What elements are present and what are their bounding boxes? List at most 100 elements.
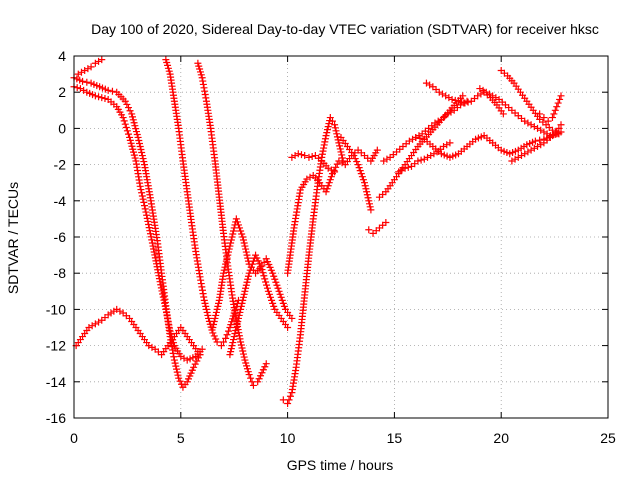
data-point (239, 296, 247, 304)
data-point-fill (336, 142, 344, 150)
data-point-fill (126, 107, 134, 115)
data-point-fill (383, 155, 391, 163)
data-point-fill (133, 131, 141, 139)
data-point-fill (263, 284, 271, 292)
data-point (258, 266, 266, 274)
data-point (367, 206, 375, 214)
series-sat-l (337, 133, 375, 214)
data-point (232, 215, 240, 223)
data-point-fill (323, 126, 331, 134)
data-point-fill (80, 86, 88, 94)
y-tick-label: -12 (46, 338, 66, 354)
data-point-fill (333, 130, 341, 138)
data-point-fill (146, 227, 154, 235)
data-point-fill (224, 251, 232, 259)
y-tick-label: -4 (54, 193, 67, 209)
data-point-fill (328, 117, 336, 125)
data-point (91, 59, 99, 67)
data-point-fill (244, 254, 252, 262)
data-point (373, 146, 381, 154)
data-point-fill (194, 354, 202, 362)
data-point-fill (235, 311, 243, 319)
data-point-fill (173, 365, 181, 373)
data-point (198, 345, 206, 353)
data-point-fill (77, 68, 85, 76)
data-point-fill (324, 182, 332, 190)
data-point-fill (255, 375, 263, 383)
data-point-fill (235, 332, 243, 340)
data-point-fill (130, 119, 138, 127)
data-point (275, 287, 283, 295)
data-point-fill (333, 133, 341, 141)
data-point (412, 133, 420, 141)
data-point (294, 150, 302, 158)
data-point-fill (537, 126, 545, 134)
data-point-fill (244, 272, 252, 280)
data-point-fill (246, 266, 254, 274)
data-point-fill (270, 302, 278, 310)
data-point (446, 139, 454, 147)
data-point-fill (269, 299, 277, 307)
series-sat-u (508, 121, 565, 165)
data-point-fill (517, 152, 525, 160)
data-point (134, 133, 142, 141)
data-point-fill (364, 194, 372, 202)
data-point (553, 103, 561, 111)
data-point-fill (176, 377, 184, 385)
data-point-fill (530, 123, 538, 131)
data-point-fill (551, 106, 559, 114)
data-point-fill (358, 173, 366, 181)
data-point-fill (202, 94, 210, 102)
data-point-fill (511, 155, 519, 163)
plot-frame (73, 55, 609, 419)
series-sat-g (209, 215, 296, 331)
data-point-fill (332, 163, 340, 171)
data-point-fill (172, 362, 180, 370)
data-point-fill (210, 317, 218, 325)
data-point-fill (200, 84, 208, 92)
data-point (557, 92, 565, 100)
data-point (284, 400, 292, 408)
data-point (461, 99, 469, 107)
data-point-fill (321, 138, 329, 146)
data-point-fill (247, 374, 255, 382)
data-point-fill (229, 227, 237, 235)
data-point (331, 121, 339, 129)
series-sat-c (72, 305, 204, 359)
data-point-fill (262, 278, 270, 286)
data-point (301, 152, 309, 160)
data-point-fill (211, 314, 219, 322)
data-point-fill (234, 221, 242, 229)
y-tick-label: -6 (54, 229, 67, 245)
data-point-fill (141, 205, 149, 213)
data-point-fill (233, 218, 241, 226)
data-point-fill (236, 335, 244, 343)
data-point-fill (325, 179, 333, 187)
data-point-fill (198, 283, 206, 291)
data-point-fill (136, 139, 144, 147)
data-point-fill (120, 117, 128, 125)
data-point-fill (318, 150, 326, 158)
data-point-fill (237, 302, 245, 310)
data-points (70, 56, 565, 408)
data-point-fill (243, 278, 251, 286)
data-point-fill (242, 248, 250, 256)
data-point-fill (108, 87, 116, 95)
data-point-fill (365, 197, 373, 205)
data-point-fill (276, 290, 284, 298)
x-tick-label: 5 (177, 430, 185, 446)
data-point-fill (555, 124, 563, 132)
data-point (198, 74, 206, 82)
data-point-fill (204, 311, 212, 319)
data-point (459, 92, 467, 100)
data-point-fill (409, 135, 417, 143)
data-point-fill (274, 284, 282, 292)
data-point-fill (306, 173, 314, 181)
data-point-fill (128, 113, 136, 121)
data-point-fill (237, 227, 245, 235)
data-point-fill (357, 170, 365, 178)
data-point-fill (225, 327, 233, 335)
data-point (121, 97, 129, 105)
data-point-fill (524, 148, 532, 156)
data-point-fill (319, 147, 327, 155)
